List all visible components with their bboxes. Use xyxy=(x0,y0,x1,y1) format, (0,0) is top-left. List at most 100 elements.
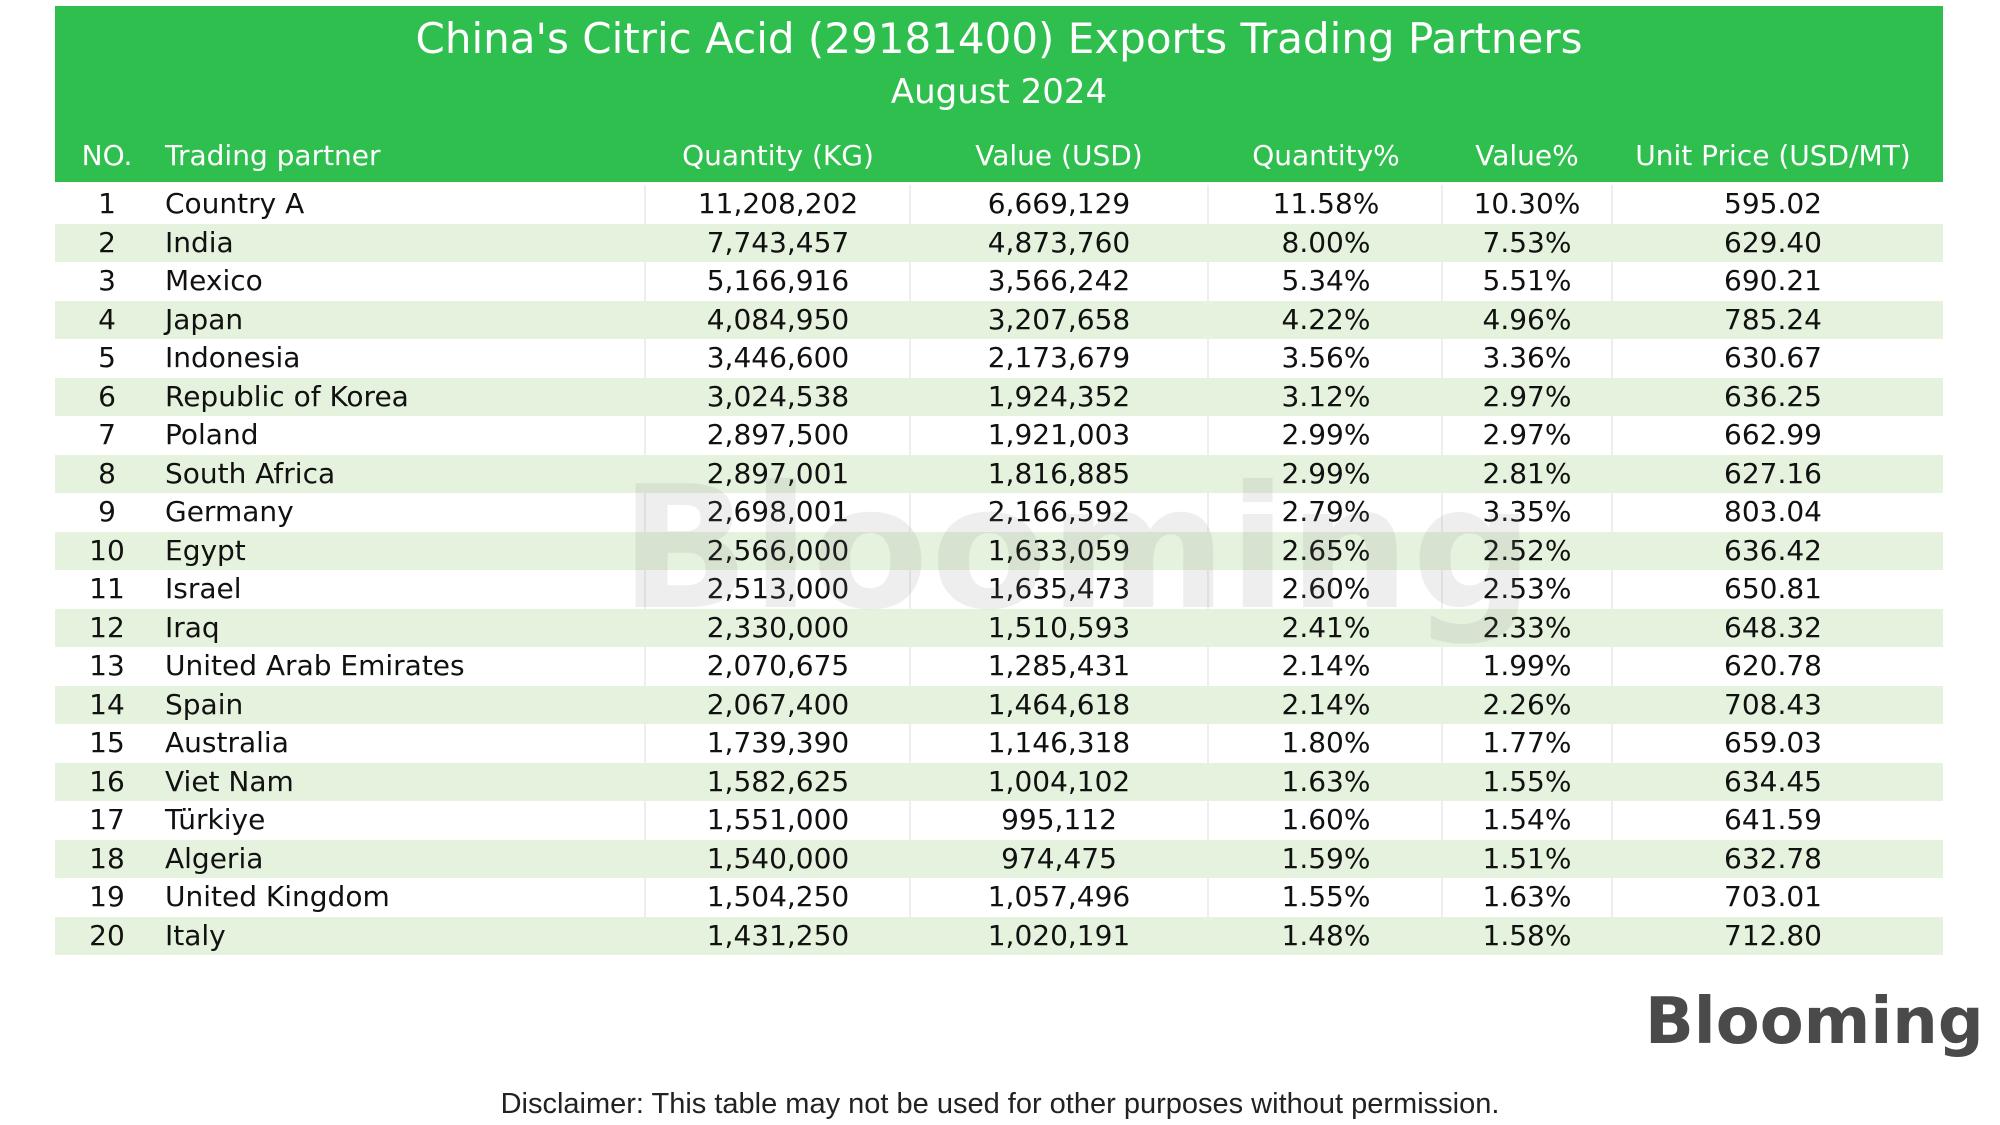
column-header: Value% xyxy=(1475,139,1579,172)
table-cell: 1.48% xyxy=(1281,918,1371,952)
table-cell: 2.97% xyxy=(1482,379,1572,413)
table-cell: 8.00% xyxy=(1281,225,1371,259)
table-cell: 3,024,538 xyxy=(706,379,850,413)
table-cell: 690.21 xyxy=(1724,264,1822,297)
table-cell: 9 xyxy=(98,495,116,528)
table-cell: 2.97% xyxy=(1482,418,1572,451)
cell-border xyxy=(1441,416,1443,455)
table-cell: 3 xyxy=(98,264,116,297)
table-cell: 1.59% xyxy=(1281,841,1371,875)
table-cell: Viet Nam xyxy=(165,764,294,798)
cell-border xyxy=(909,493,911,532)
table-cell: 2.41% xyxy=(1281,610,1371,644)
cell-border xyxy=(644,339,646,378)
table-cell: 10 xyxy=(89,533,125,567)
table-cell: 2,698,001 xyxy=(706,495,850,528)
table-cell: 3,446,600 xyxy=(706,341,850,374)
table-row: 11 Israel 2,513,000 1,635,473 2.60% 2.53% 650.… xyxy=(55,570,1943,609)
cell-border xyxy=(1207,416,1209,455)
table-cell: India xyxy=(165,225,234,259)
table-cell: 995,112 xyxy=(1001,803,1117,836)
cell-border xyxy=(909,339,911,378)
cell-border xyxy=(1611,339,1613,378)
subtitle: August 2024 xyxy=(890,72,1108,112)
table-row: 12 Iraq 2,330,000 1,510,593 2.41% 2.33% 648.32 xyxy=(55,608,1943,647)
table-cell: 5 xyxy=(98,341,116,374)
cell-border xyxy=(909,724,911,763)
cell-border xyxy=(644,801,646,840)
table-cell: 2,513,000 xyxy=(706,572,850,605)
cell-border xyxy=(1441,647,1443,686)
table-cell: 2.79% xyxy=(1281,495,1371,528)
table-cell: 1,540,000 xyxy=(706,841,850,875)
table-cell: 11 xyxy=(89,572,125,605)
table-cell: Poland xyxy=(165,418,259,451)
table-cell: Algeria xyxy=(165,841,264,875)
table-row: 18 Algeria 1,540,000 974,475 1.59% 1.51% 632.7… xyxy=(55,839,1943,878)
table-cell: 1,020,191 xyxy=(987,918,1131,952)
cell-border xyxy=(644,262,646,301)
table-cell: 6 xyxy=(98,379,116,413)
table-cell: 19 xyxy=(89,880,125,913)
cell-border xyxy=(1207,647,1209,686)
cell-border xyxy=(1207,801,1209,840)
table-row: 19 United Kingdom 1,504,250 1,057,496 1.55% 1… xyxy=(55,878,1943,917)
table-row: 5 Indonesia 3,446,600 2,173,679 3.56% 3.36% 63… xyxy=(55,339,1943,378)
cell-border xyxy=(1441,493,1443,532)
logo: Blooming xyxy=(1645,985,1984,1059)
cell-border xyxy=(1441,185,1443,224)
cell-border xyxy=(644,185,646,224)
table-cell: 7 xyxy=(98,418,116,451)
table-cell: 3,566,242 xyxy=(987,264,1131,297)
table-header: China's Citric Acid (29181400) Exports T… xyxy=(55,6,1943,182)
table-cell: 627.16 xyxy=(1724,456,1822,490)
cell-border xyxy=(644,878,646,917)
table-cell: 17 xyxy=(89,803,125,836)
table-cell: 2.52% xyxy=(1482,533,1572,567)
cell-border xyxy=(1207,185,1209,224)
table-cell: 4 xyxy=(98,302,116,336)
table-cell: 3.12% xyxy=(1281,379,1371,413)
table-cell: 1,464,618 xyxy=(987,687,1131,721)
column-header: Unit Price (USD/MT) xyxy=(1635,139,1911,172)
cell-border xyxy=(1611,416,1613,455)
table-cell: 1,816,885 xyxy=(987,456,1131,490)
table-cell: 1.55% xyxy=(1482,764,1572,798)
cell-border xyxy=(644,647,646,686)
table-cell: 4,873,760 xyxy=(987,225,1131,259)
table-cell: Republic of Korea xyxy=(165,379,409,413)
table-cell: 3.35% xyxy=(1482,495,1572,528)
table-cell: 1,633,059 xyxy=(987,533,1131,567)
table-cell: United Arab Emirates xyxy=(165,649,465,682)
table-row: 10 Egypt 2,566,000 1,633,059 2.65% 2.52% 636.4… xyxy=(55,531,1943,570)
cell-border xyxy=(1207,570,1209,609)
table-cell: 636.25 xyxy=(1724,379,1822,413)
table-cell: 595.02 xyxy=(1724,187,1822,220)
cell-border xyxy=(644,570,646,609)
table-cell: Japan xyxy=(165,302,244,336)
table-cell: Israel xyxy=(165,572,242,605)
table-cell: 629.40 xyxy=(1724,225,1822,259)
table-cell: 5.51% xyxy=(1482,264,1572,297)
table-cell: 1.51% xyxy=(1482,841,1572,875)
cell-border xyxy=(1441,262,1443,301)
table-row: 15 Australia 1,739,390 1,146,318 1.80% 1.77% 6… xyxy=(55,724,1943,763)
table-cell: 3.36% xyxy=(1482,341,1572,374)
cell-border xyxy=(1441,339,1443,378)
cell-border xyxy=(1207,262,1209,301)
table-row: 7 Poland 2,897,500 1,921,003 2.99% 2.97% 662.9… xyxy=(55,416,1943,455)
disclaimer: Disclaimer: This table may not be used f… xyxy=(500,1088,1500,1120)
table-cell: 1,582,625 xyxy=(706,764,850,798)
table-cell: 10.30% xyxy=(1473,187,1581,220)
table-cell: 2,067,400 xyxy=(706,687,850,721)
table-cell: 2,897,001 xyxy=(706,456,850,490)
table-cell: Türkiye xyxy=(165,803,266,836)
table-cell: 14 xyxy=(89,687,125,721)
table-row: 8 South Africa 2,897,001 1,816,885 2.99% 2.81… xyxy=(55,454,1943,493)
cell-border xyxy=(644,416,646,455)
table-cell: 712.80 xyxy=(1724,918,1822,952)
table-row: 6 Republic of Korea 3,024,538 1,924,352 3.12… xyxy=(55,377,1943,416)
table-cell: 2,173,679 xyxy=(987,341,1131,374)
table-cell: 20 xyxy=(89,918,125,952)
table-cell: 662.99 xyxy=(1724,418,1822,451)
